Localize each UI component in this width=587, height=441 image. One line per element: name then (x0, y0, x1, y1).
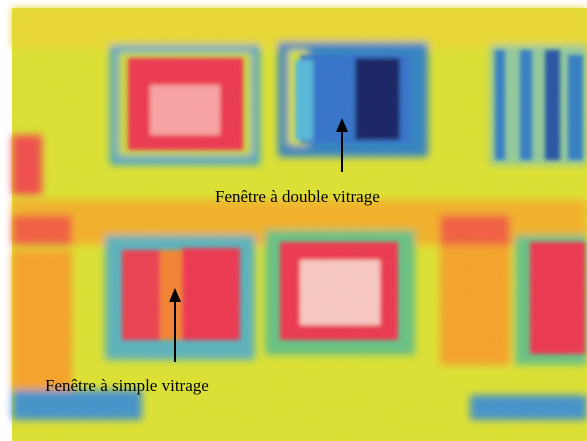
annotation-label: Fenêtre à double vitrage (215, 187, 380, 206)
thermal-image: Fenêtre à double vitrage Fenêtre à simpl… (0, 0, 587, 441)
page: Fenêtre à double vitrage Fenêtre à simpl… (0, 0, 587, 441)
annotation-label: Fenêtre à simple vitrage (45, 376, 209, 395)
